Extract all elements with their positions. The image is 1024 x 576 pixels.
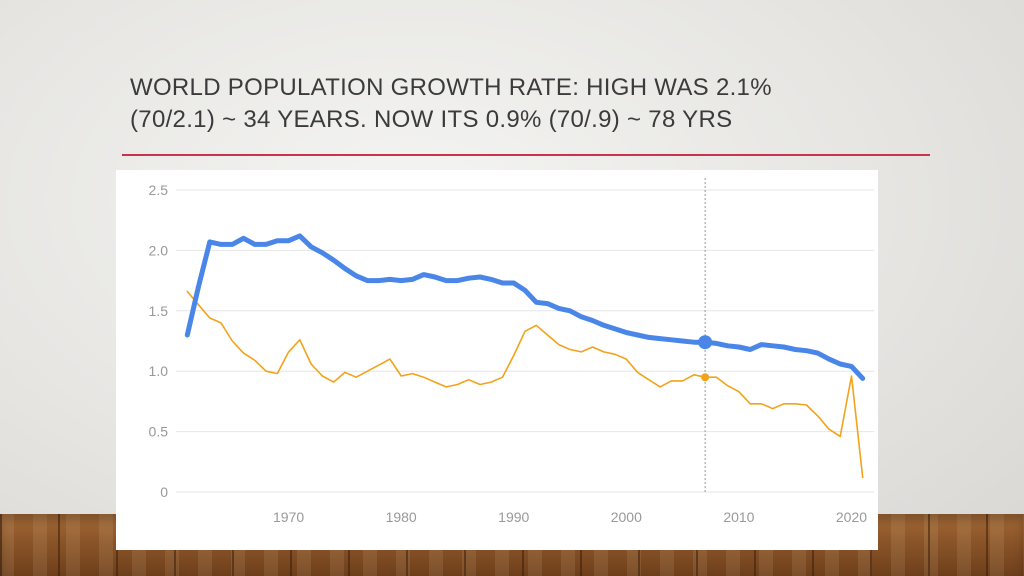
y-tick-label: 0.5 (149, 424, 169, 440)
chart-card: 0 0.5 1.0 1.5 2.0 2.5 1970 1980 1990 2000 2010 202… (116, 170, 878, 550)
y-tick-label: 2.5 (149, 182, 169, 198)
x-tick-label: 2020 (836, 509, 867, 525)
x-tick-label: 1970 (273, 509, 304, 525)
chart-gridlines (176, 189, 874, 493)
highlight-point-blue (698, 335, 713, 350)
population-growth-chart: 0 0.5 1.0 1.5 2.0 2.5 1970 1980 1990 2000 2010 202… (149, 178, 874, 525)
x-tick-label: 1980 (386, 509, 417, 525)
y-axis-ticks: 0 0.5 1.0 1.5 2.0 2.5 (149, 182, 169, 500)
highlight-point-orange (701, 373, 710, 382)
highlight-points (698, 335, 713, 382)
slide-title: WORLD POPULATION GROWTH RATE: HIGH WAS 2… (130, 74, 772, 133)
series-line-orange (186, 290, 864, 479)
y-tick-label: 0 (160, 484, 168, 500)
x-axis-ticks: 1970 1980 1990 2000 2010 2020 (273, 509, 867, 525)
x-tick-label: 2000 (611, 509, 642, 525)
y-tick-label: 1.0 (149, 363, 169, 379)
chart-series (184, 233, 866, 479)
series-line-blue (184, 233, 866, 381)
y-tick-label: 2.0 (149, 242, 169, 258)
y-tick-label: 1.5 (149, 303, 169, 319)
x-tick-label: 1990 (498, 509, 529, 525)
x-tick-label: 2010 (723, 509, 754, 525)
title-accent-rule (122, 154, 930, 156)
